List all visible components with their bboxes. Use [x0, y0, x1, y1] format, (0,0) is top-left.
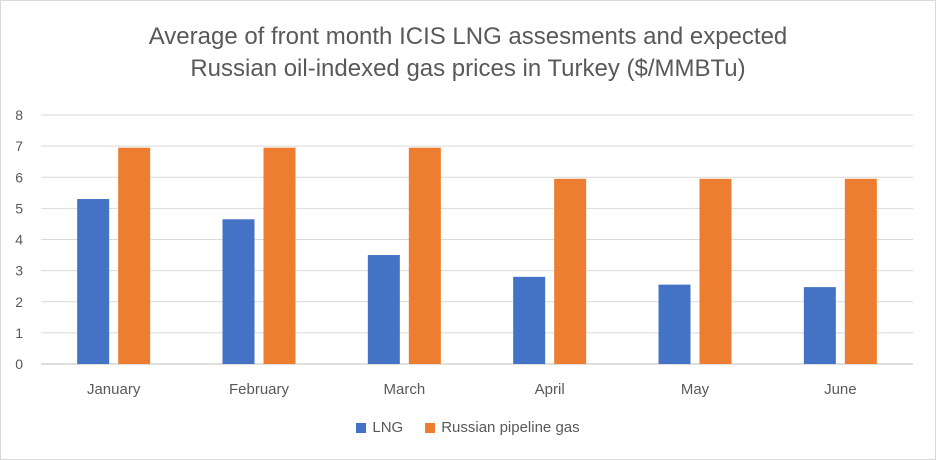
y-tick-label: 2	[15, 294, 23, 310]
bar-russian-pipeline-gas	[118, 147, 151, 364]
y-tick-label: 5	[15, 200, 23, 216]
y-tick-label: 4	[15, 232, 23, 248]
legend-item-lng: LNG	[356, 419, 403, 436]
bar-russian-pipeline-gas	[844, 178, 877, 364]
legend: LNG Russian pipeline gas	[1, 419, 935, 436]
y-tick-label: 0	[15, 356, 23, 372]
y-tick-label: 3	[15, 263, 23, 279]
y-tick-label: 7	[15, 138, 23, 154]
y-tick-label: 8	[15, 107, 23, 123]
x-tick-label: March	[383, 381, 425, 398]
bar-russian-pipeline-gas	[554, 178, 587, 364]
bar-lng	[222, 219, 255, 364]
bar-russian-pipeline-gas	[263, 147, 296, 364]
chart-title-line-1: Average of front month ICIS LNG assesmen…	[148, 23, 788, 50]
x-tick-label: May	[681, 381, 710, 398]
y-tick-label: 1	[15, 325, 23, 341]
legend-swatch-lng	[356, 422, 367, 433]
bar-lng	[803, 287, 836, 364]
x-tick-label: April	[535, 381, 565, 398]
legend-item-russian-pipeline-gas: Russian pipeline gas	[425, 419, 580, 436]
chart-title-line-2: Russian oil-indexed gas prices in Turkey…	[190, 55, 746, 82]
bar-russian-pipeline-gas	[699, 178, 732, 364]
bar-lng	[77, 199, 110, 364]
bar-lng	[367, 255, 400, 364]
bar-russian-pipeline-gas	[408, 147, 441, 364]
x-tick-label: June	[824, 381, 857, 398]
bar-lng	[658, 284, 691, 364]
y-tick-label: 6	[15, 169, 23, 185]
x-tick-label: January	[87, 381, 141, 398]
x-tick-label: February	[229, 381, 290, 398]
bar-lng	[513, 276, 546, 364]
chart-title: Average of front month ICIS LNG assesmen…	[1, 21, 935, 85]
legend-label-russian-pipeline-gas: Russian pipeline gas	[441, 419, 580, 436]
legend-swatch-russian-pipeline-gas	[425, 422, 436, 433]
legend-label-lng: LNG	[372, 419, 404, 436]
